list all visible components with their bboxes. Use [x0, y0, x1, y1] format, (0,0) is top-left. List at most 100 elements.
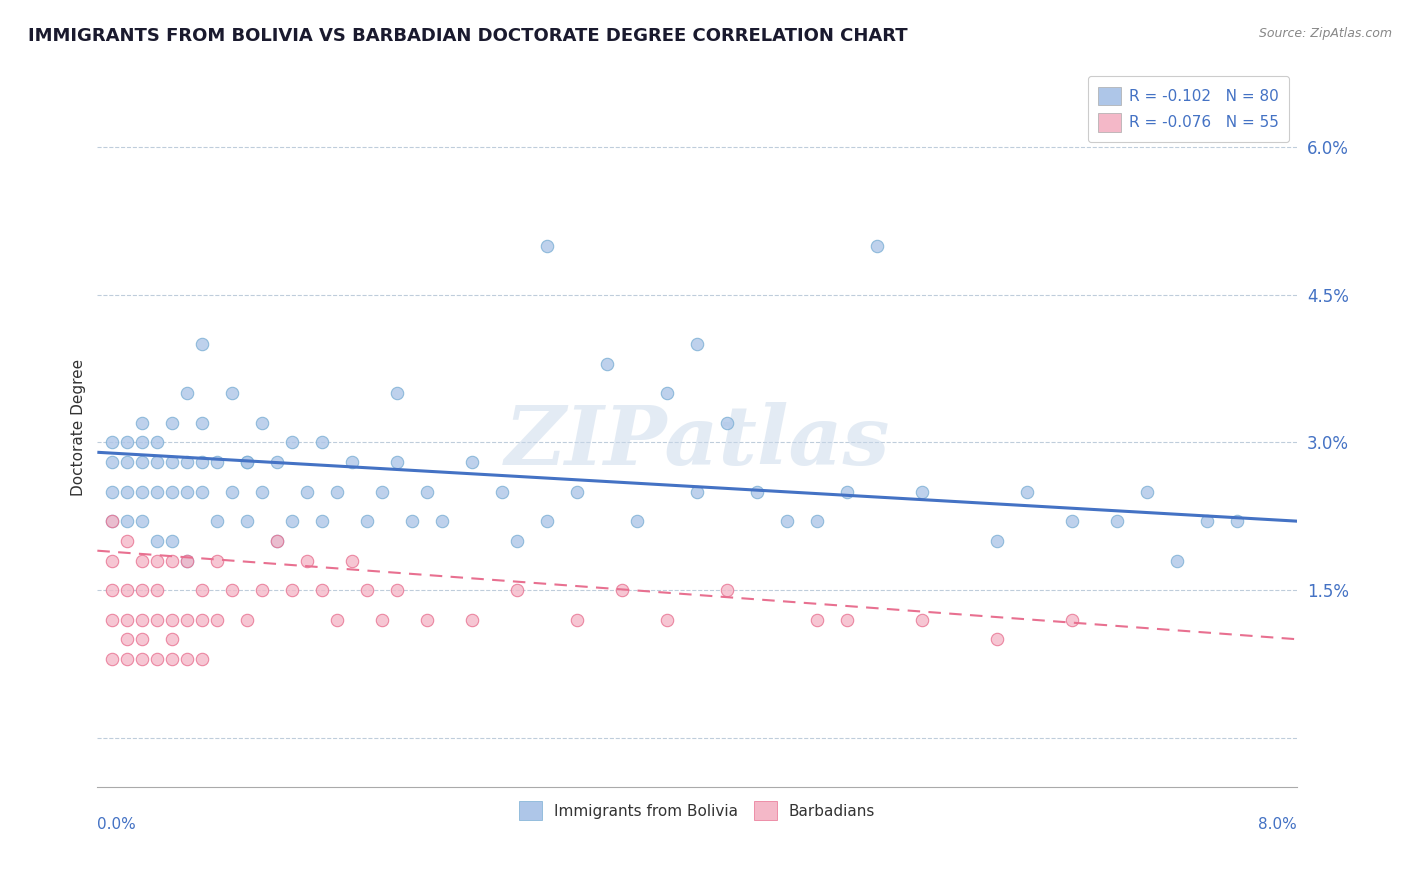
Point [416, 613, 439, 627]
Point [657, 613, 679, 627]
Point [162, 416, 184, 430]
Point [131, 416, 153, 430]
Point [207, 455, 229, 469]
Point [281, 514, 304, 528]
Point [117, 582, 139, 597]
Point [176, 613, 198, 627]
Point [101, 652, 124, 666]
Point [837, 484, 859, 499]
Point [131, 455, 153, 469]
Point [747, 484, 769, 499]
Text: IMMIGRANTS FROM BOLIVIA VS BARBADIAN DOCTORATE DEGREE CORRELATION CHART: IMMIGRANTS FROM BOLIVIA VS BARBADIAN DOC… [28, 27, 908, 45]
Point [401, 514, 423, 528]
Point [266, 533, 288, 548]
Point [252, 416, 274, 430]
Point [191, 337, 214, 351]
Point [207, 613, 229, 627]
Point [131, 582, 153, 597]
Point [131, 632, 153, 647]
Point [837, 613, 859, 627]
Point [326, 484, 349, 499]
Point [612, 582, 634, 597]
Text: 0.0%: 0.0% [97, 817, 136, 832]
Point [371, 484, 394, 499]
Point [432, 514, 454, 528]
Text: ZIPatlas: ZIPatlas [505, 402, 890, 482]
Point [776, 514, 799, 528]
Point [162, 484, 184, 499]
Point [176, 553, 198, 567]
Point [162, 455, 184, 469]
Point [221, 484, 243, 499]
Point [461, 613, 484, 627]
Point [356, 514, 378, 528]
Point [146, 435, 169, 450]
Point [356, 582, 378, 597]
Point [176, 484, 198, 499]
Point [101, 514, 124, 528]
Point [567, 613, 589, 627]
Point [1226, 514, 1249, 528]
Point [236, 455, 259, 469]
Text: Source: ZipAtlas.com: Source: ZipAtlas.com [1258, 27, 1392, 40]
Point [986, 533, 1008, 548]
Point [117, 514, 139, 528]
Point [117, 613, 139, 627]
Point [131, 553, 153, 567]
Point [117, 652, 139, 666]
Point [101, 435, 124, 450]
Point [387, 455, 409, 469]
Point [716, 582, 738, 597]
Point [252, 582, 274, 597]
Point [387, 386, 409, 401]
Point [146, 613, 169, 627]
Point [101, 514, 124, 528]
Point [1107, 514, 1129, 528]
Point [1062, 613, 1084, 627]
Point [266, 533, 288, 548]
Point [342, 553, 364, 567]
Point [176, 553, 198, 567]
Point [176, 455, 198, 469]
Point [311, 514, 333, 528]
Point [191, 582, 214, 597]
Point [626, 514, 648, 528]
Point [1197, 514, 1219, 528]
Point [191, 484, 214, 499]
Point [176, 386, 198, 401]
Point [101, 582, 124, 597]
Point [311, 582, 333, 597]
Point [131, 652, 153, 666]
Point [911, 484, 934, 499]
Point [162, 553, 184, 567]
Point [1017, 484, 1039, 499]
Point [596, 357, 619, 371]
Point [281, 582, 304, 597]
Point [101, 553, 124, 567]
Point [266, 455, 288, 469]
Point [342, 455, 364, 469]
Point [236, 514, 259, 528]
Point [162, 632, 184, 647]
Point [146, 652, 169, 666]
Point [461, 455, 484, 469]
Point [117, 533, 139, 548]
Point [686, 484, 709, 499]
Point [506, 582, 529, 597]
Point [686, 337, 709, 351]
Point [101, 613, 124, 627]
Point [252, 484, 274, 499]
Point [191, 455, 214, 469]
Legend: Immigrants from Bolivia, Barbadians: Immigrants from Bolivia, Barbadians [513, 795, 882, 826]
Point [1136, 484, 1159, 499]
Point [567, 484, 589, 499]
Text: 8.0%: 8.0% [1258, 817, 1298, 832]
Point [536, 514, 558, 528]
Point [117, 435, 139, 450]
Point [191, 652, 214, 666]
Point [297, 484, 319, 499]
Point [162, 613, 184, 627]
Point [101, 455, 124, 469]
Point [191, 613, 214, 627]
Point [326, 613, 349, 627]
